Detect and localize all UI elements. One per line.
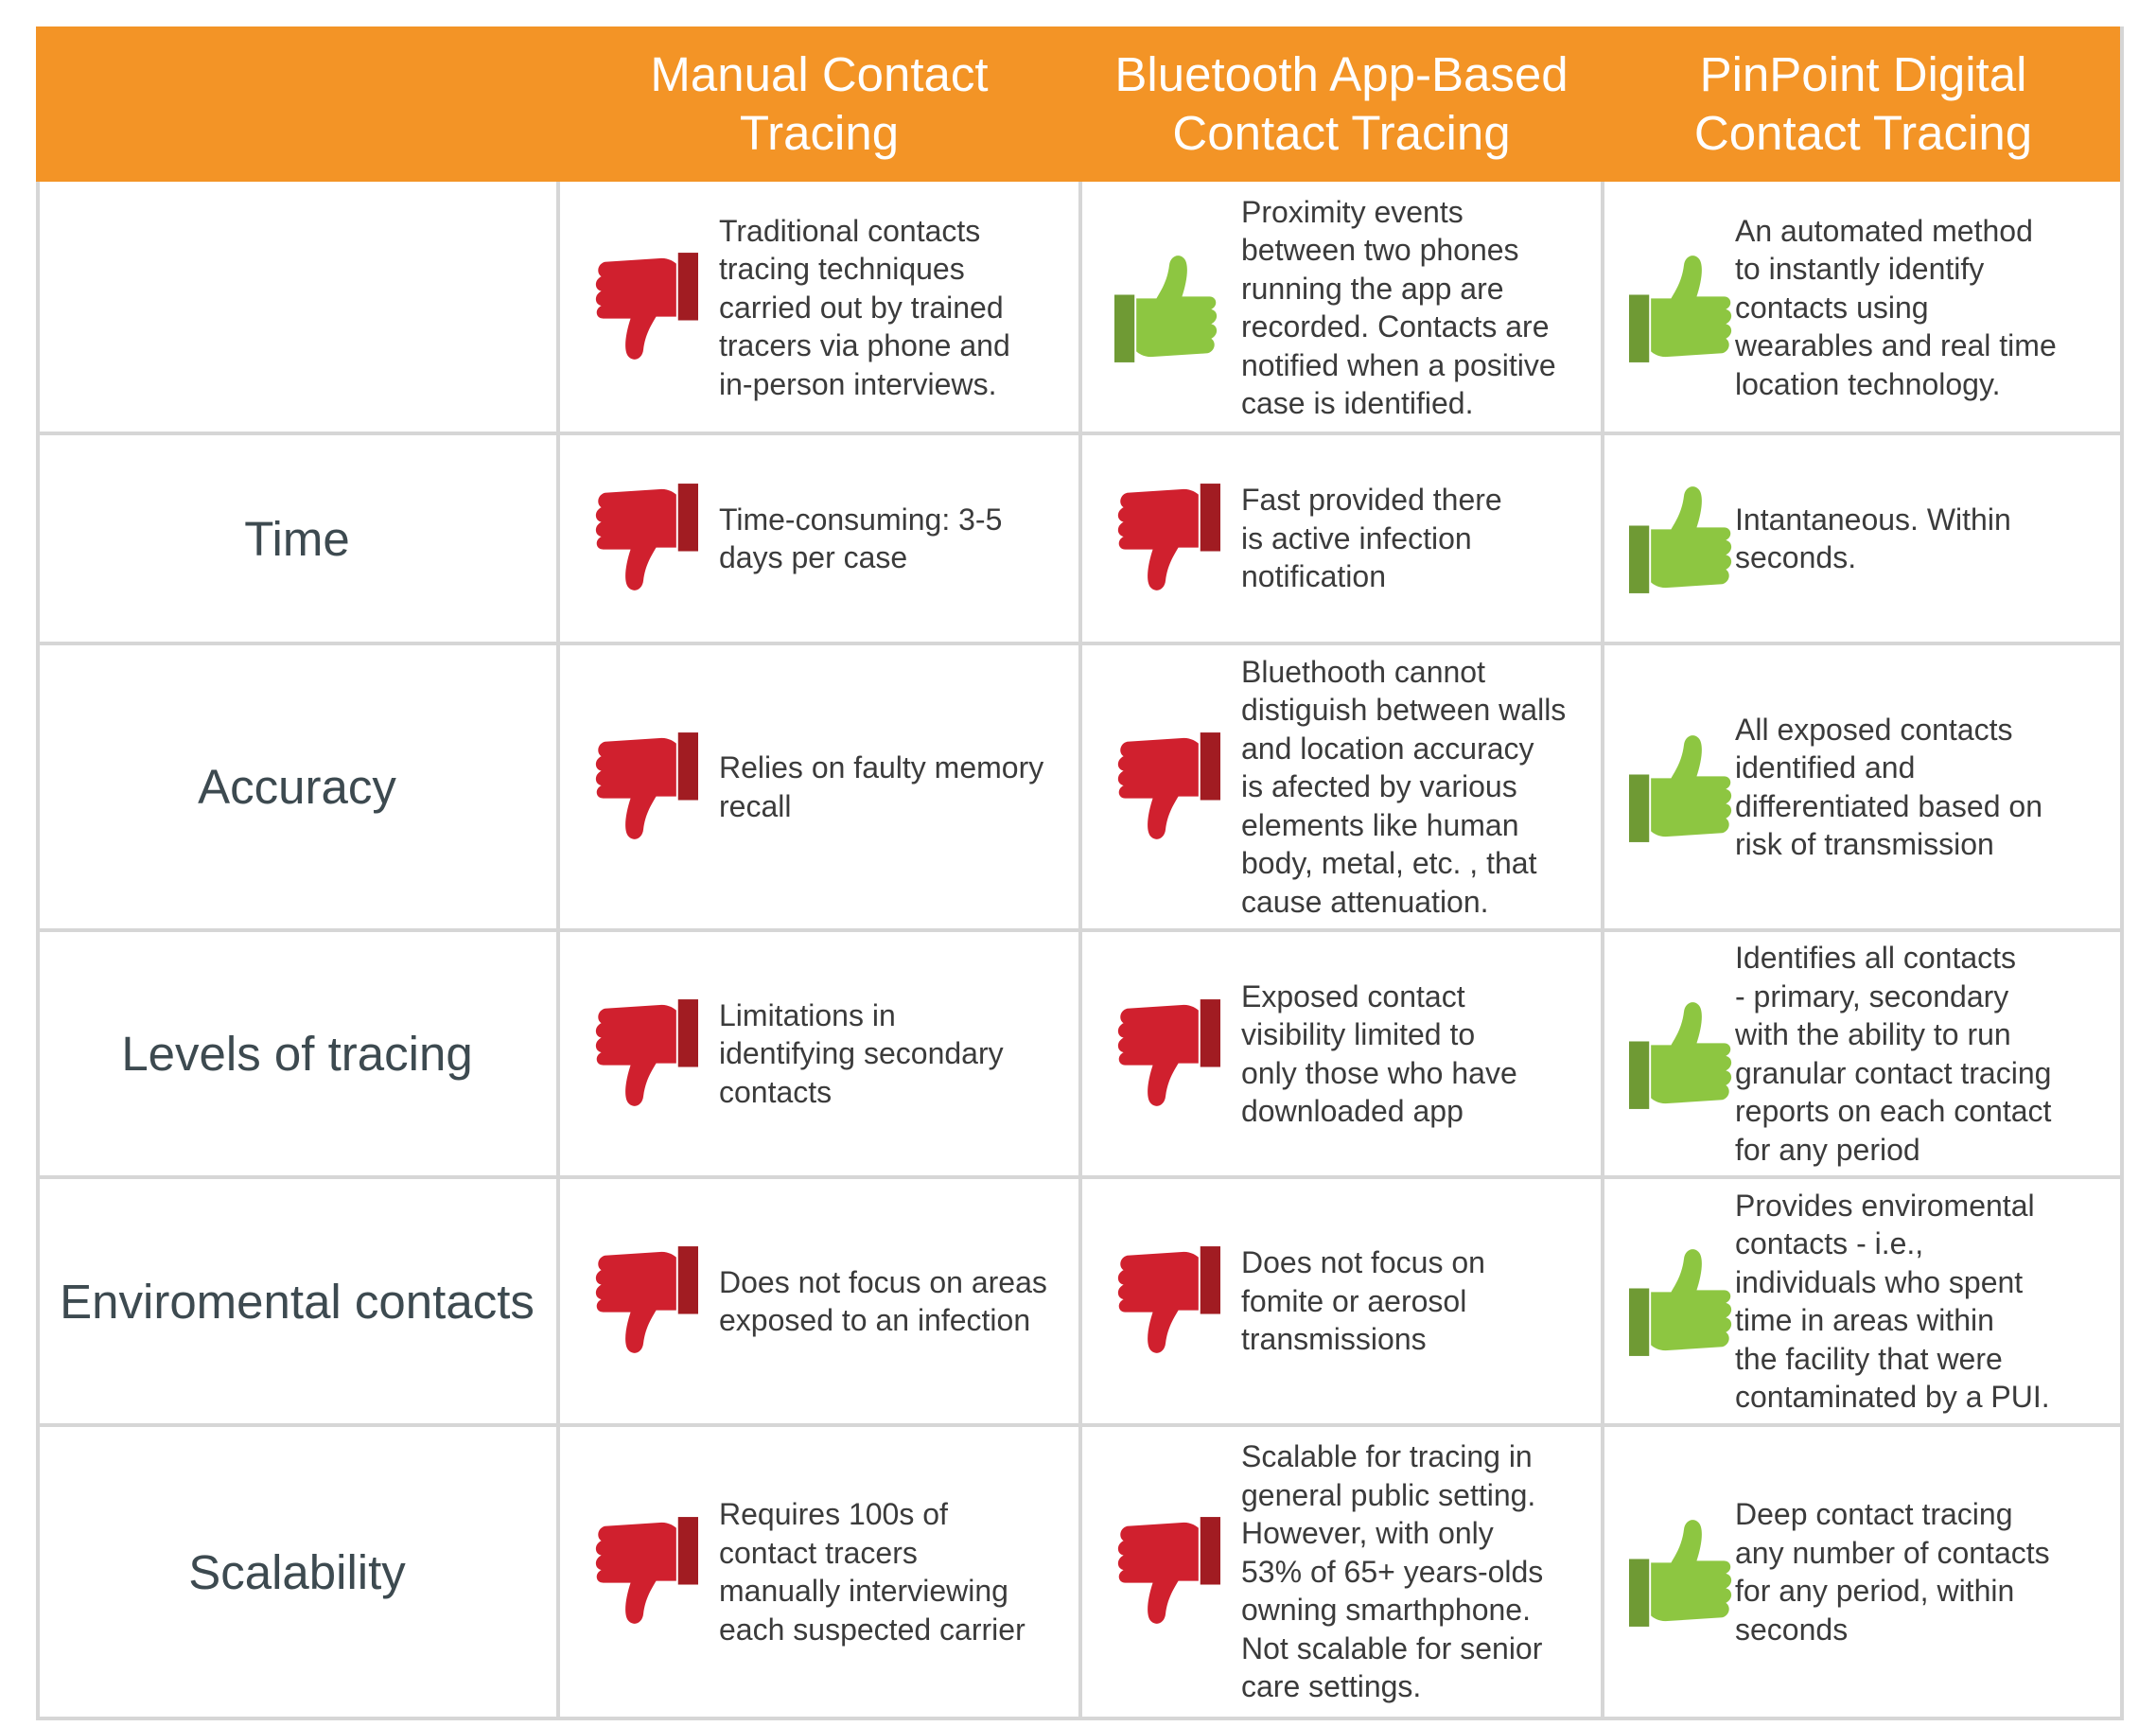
grid-line-horizontal — [36, 432, 2124, 435]
cell-text: Provides enviromental contacts - i.e., i… — [1735, 1188, 2050, 1415]
comparison-table: Manual Contact Tracing Bluetooth App-Base… — [36, 26, 2124, 1720]
cell-text: Deep contact tracing any number of conta… — [1735, 1497, 2050, 1647]
cell-text: Relies on faulty memory recall — [719, 750, 1044, 823]
thumbs-down-icon — [592, 731, 698, 844]
cell-text: Identifies all contacts - primary, secon… — [1735, 941, 2052, 1167]
cell-text: Fast provided there is active infection … — [1241, 483, 1502, 594]
table-row: Time Time-consuming: 3-5 days per case Fas… — [36, 433, 2124, 643]
thumbs-up-icon — [1629, 1244, 1735, 1358]
grid-line-horizontal — [36, 928, 2124, 932]
table-cell: Does not focus on fomite or aerosol tran… — [1080, 1177, 1603, 1425]
cell-text: Traditional contacts tracing techniques … — [719, 213, 1010, 401]
cell-text: An automated method to instantly identif… — [1735, 213, 2057, 401]
cell-text: Scalable for tracing in general public s… — [1241, 1439, 1544, 1704]
thumbs-up-icon — [1629, 731, 1735, 844]
grid-line-horizontal — [36, 1423, 2124, 1427]
thumbs-down-icon — [592, 997, 698, 1111]
cell-text: All exposed contacts identified and diff… — [1735, 712, 2042, 862]
thumbs-up-icon — [1629, 251, 1735, 364]
grid-line-vertical — [1078, 182, 1082, 1718]
table-cell: Proximity events between two phones runn… — [1080, 182, 1603, 433]
table-row: Traditional contacts tracing techniques … — [36, 182, 2124, 433]
header-pinpoint-contact-tracing: PinPoint Digital Contact Tracing — [1603, 26, 2124, 182]
cell-text: Limitations in identifying secondary con… — [719, 997, 1004, 1109]
thumbs-up-icon — [1114, 251, 1220, 364]
table-cell: Scalable for tracing in general public s… — [1080, 1425, 1603, 1718]
row-label: Accuracy — [198, 760, 396, 814]
thumbs-down-icon — [1114, 1244, 1220, 1358]
cell-text: Requires 100s of contact tracers manuall… — [719, 1497, 1025, 1647]
table-cell: Time-consuming: 3-5 days per case — [558, 433, 1080, 643]
table-row: Scalability Requires 100s of contact trac… — [36, 1425, 2124, 1718]
row-label: Time — [244, 511, 350, 566]
cell-text: Proximity events between two phones runn… — [1241, 194, 1556, 421]
table-cell: Intantaneous. Within seconds. — [1603, 433, 2124, 643]
header-line: PinPoint Digital — [1699, 47, 2027, 101]
table-row: Accuracy Relies on faulty memory recall Bl… — [36, 643, 2124, 930]
thumbs-down-icon — [592, 482, 698, 595]
cell-text: Intantaneous. Within seconds. — [1735, 502, 2011, 575]
table-cell: Does not focus on areas exposed to an in… — [558, 1177, 1080, 1425]
grid-line-horizontal — [36, 642, 2124, 645]
table-cell: Relies on faulty memory recall — [558, 643, 1080, 930]
table-row: Enviromental contacts Does not focus on a… — [36, 1177, 2124, 1425]
row-label: Levels of tracing — [121, 1027, 473, 1081]
thumbs-up-icon — [1629, 997, 1735, 1111]
table-cell: An automated method to instantly identif… — [1603, 182, 2124, 433]
thumbs-down-icon — [1114, 482, 1220, 595]
thumbs-up-icon — [1629, 1515, 1735, 1629]
thumbs-down-icon — [592, 1244, 698, 1358]
row-label: Enviromental contacts — [60, 1274, 535, 1329]
row-label: Scalability — [188, 1544, 406, 1599]
header-manual-contact-tracing: Manual Contact Tracing — [558, 26, 1080, 182]
thumbs-down-icon — [1114, 731, 1220, 844]
grid-line-vertical — [2120, 26, 2124, 1718]
header-line: Manual Contact — [650, 47, 989, 101]
thumbs-up-icon — [1629, 482, 1735, 595]
header-line: Tracing — [739, 106, 900, 160]
thumbs-down-icon — [1114, 1515, 1220, 1629]
cell-text: Bluethooth cannot distiguish between wal… — [1241, 654, 1567, 919]
row-label — [36, 182, 558, 433]
grid-line-horizontal — [36, 1717, 2124, 1720]
table-cell: Fast provided there is active infection … — [1080, 433, 1603, 643]
cell-text: Exposed contact visibility limited to on… — [1241, 978, 1517, 1129]
table-cell: All exposed contacts identified and diff… — [1603, 643, 2124, 930]
table-header: Manual Contact Tracing Bluetooth App-Base… — [36, 26, 2124, 182]
table-cell: Deep contact tracing any number of conta… — [1603, 1425, 2124, 1718]
header-bluetooth-contact-tracing: Bluetooth App-Based Contact Tracing — [1080, 26, 1603, 182]
thumbs-down-icon — [592, 251, 698, 364]
table-cell: Traditional contacts tracing techniques … — [558, 182, 1080, 433]
cell-text: Does not focus on areas exposed to an in… — [719, 1264, 1047, 1338]
thumbs-down-icon — [1114, 997, 1220, 1111]
cell-text: Time-consuming: 3-5 days per case — [719, 502, 1003, 575]
grid-line-horizontal — [36, 1175, 2124, 1179]
header-line: Contact Tracing — [1693, 106, 2033, 160]
table-cell: Identifies all contacts - primary, secon… — [1603, 930, 2124, 1177]
grid-line-vertical — [556, 182, 560, 1718]
thumbs-down-icon — [592, 1515, 698, 1629]
table-cell: Exposed contact visibility limited to on… — [1080, 930, 1603, 1177]
table-cell: Provides enviromental contacts - i.e., i… — [1603, 1177, 2124, 1425]
table-cell: Limitations in identifying secondary con… — [558, 930, 1080, 1177]
grid-line-vertical — [36, 182, 40, 1718]
table-cell: Requires 100s of contact tracers manuall… — [558, 1425, 1080, 1718]
table-cell: Bluethooth cannot distiguish between wal… — [1080, 643, 1603, 930]
grid-line-vertical — [1601, 182, 1604, 1718]
header-line: Contact Tracing — [1172, 106, 1511, 160]
header-line: Bluetooth App-Based — [1114, 47, 1569, 101]
cell-text: Does not focus on fomite or aerosol tran… — [1241, 1245, 1485, 1357]
table-row: Levels of tracing Limitations in identify… — [36, 930, 2124, 1177]
